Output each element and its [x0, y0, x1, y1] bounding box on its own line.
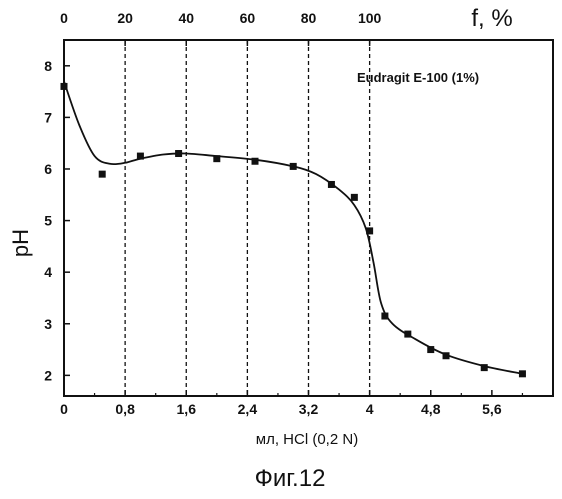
x-tick-label: 4: [366, 401, 374, 417]
data-point: [404, 331, 411, 338]
data-point: [351, 194, 358, 201]
dashed-guides: [125, 40, 370, 396]
data-point: [427, 346, 434, 353]
top-x-tick-label: 20: [117, 10, 133, 26]
x-tick-label: 4,8: [421, 401, 441, 417]
data-point: [137, 153, 144, 160]
data-point: [213, 155, 220, 162]
x-ticks: 0 0,8 1,6 2,4 3,2 4 4,8 5,6: [60, 390, 522, 417]
top-x-tick-label: 0: [60, 10, 68, 26]
y-tick-label: 8: [44, 58, 52, 74]
x-tick-label: 2,4: [238, 401, 258, 417]
x-tick-label: 0,8: [115, 401, 135, 417]
y-tick-label: 4: [44, 264, 52, 280]
y-axis-label: pH: [8, 229, 33, 257]
x-tick-label: 0: [60, 401, 68, 417]
x-tick-label: 3,2: [299, 401, 319, 417]
y-tick-label: 2: [44, 367, 52, 383]
y-tick-label: 3: [44, 316, 52, 332]
x-axis-label: мл, HCl (0,2 N): [256, 431, 358, 448]
annotation-label: Eudragit E-100 (1%): [357, 70, 479, 85]
data-point: [175, 150, 182, 157]
data-points: [61, 83, 526, 377]
data-point: [328, 181, 335, 188]
top-x-tick-label: 80: [301, 10, 317, 26]
x-tick-label: 1,6: [177, 401, 197, 417]
top-axis-label: f, %: [471, 5, 512, 32]
data-point: [519, 370, 526, 377]
x-tick-label: 5,6: [482, 401, 502, 417]
fit-curve: [64, 81, 522, 374]
data-point: [99, 171, 106, 178]
top-x-tick-label: 60: [240, 10, 256, 26]
figure-caption: Фиг.12: [255, 465, 326, 492]
data-point: [366, 227, 373, 234]
y-tick-label: 5: [44, 213, 52, 229]
y-tick-label: 7: [44, 109, 52, 125]
y-tick-label: 6: [44, 161, 52, 177]
data-point: [252, 158, 259, 165]
data-point: [481, 364, 488, 371]
data-point: [290, 163, 297, 170]
y-ticks: 2 3 4 5 6 7 8: [44, 58, 70, 384]
top-x-tick-label: 40: [178, 10, 194, 26]
top-x-tick-label: 100: [358, 10, 382, 26]
data-point: [381, 313, 388, 320]
data-point: [443, 352, 450, 359]
